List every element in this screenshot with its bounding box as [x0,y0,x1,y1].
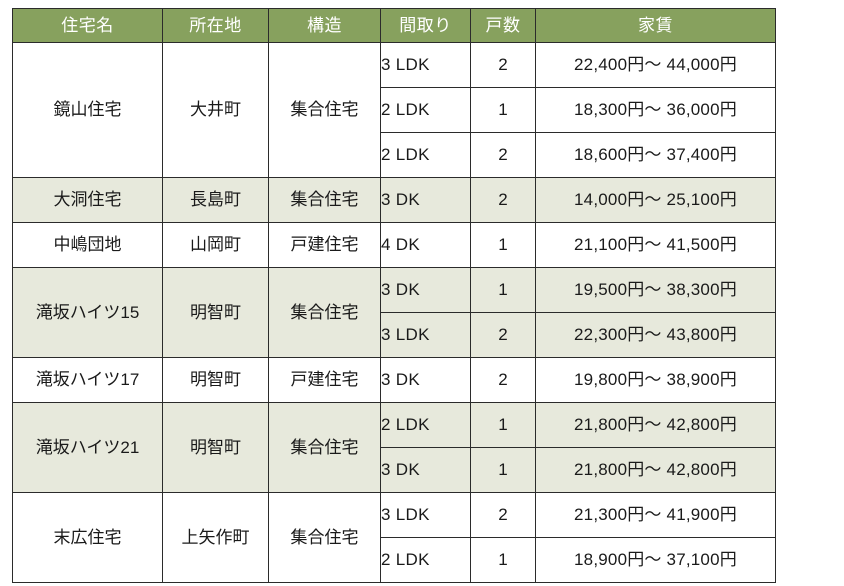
cell-unit-count: 1 [470,447,536,493]
cell-housing-location: 明智町 [162,402,269,493]
cell-housing-structure: 戸建住宅 [268,222,381,268]
table-row: 滝坂ハイツ15 明智町 集合住宅 3 DK 1 19,500円～ 38,300円 [12,267,776,358]
table-row: 3 DK 1 21,800円～ 42,800円 [13,447,776,493]
cell-unit-count: 1 [470,222,536,268]
cell-housing-name: 滝坂ハイツ15 [12,267,163,358]
column-header-layout: 間取り [380,8,471,43]
cell-unit-count: 1 [470,402,536,448]
cell-rent-range: 22,300円～ 43,800円 [535,312,776,358]
cell-housing-name: 末広住宅 [12,492,163,583]
cell-housing-structure: 戸建住宅 [268,357,381,403]
cell-floor-plan: 3 DK [380,177,471,223]
cell-unit-count: 1 [470,537,536,583]
cell-rent-range: 22,400円～ 44,000円 [535,42,776,88]
housing-table-container: 住宅名 所在地 構造 間取り 戸数 家賃 鏡山住宅 大井町 集合住宅 3 LDK 2 22… [12,8,776,583]
cell-rent-range: 18,300円～ 36,000円 [535,87,776,133]
cell-unit-count: 2 [470,177,536,223]
table-header: 住宅名 所在地 構造 間取り 戸数 家賃 [12,8,776,43]
cell-unit-count: 2 [470,492,536,538]
cell-unit-count: 2 [470,312,536,358]
column-header-name: 住宅名 [12,8,163,43]
cell-floor-plan: 2 LDK [380,87,471,133]
cell-floor-plan: 2 LDK [380,132,471,178]
table-row: 2 LDK 1 18,900円～ 37,100円 [13,537,776,583]
cell-housing-structure: 集合住宅 [268,42,381,178]
cell-housing-location: 長島町 [162,177,269,223]
cell-housing-location: 明智町 [162,357,269,403]
column-header-struct: 構造 [268,8,381,43]
cell-floor-plan: 3 DK [380,267,471,313]
cell-rent-range: 21,100円～ 41,500円 [535,222,776,268]
cell-housing-name: 大洞住宅 [12,177,163,223]
cell-unit-count: 1 [470,267,536,313]
cell-housing-name: 中嶋団地 [12,222,163,268]
table-body: 鏡山住宅 大井町 集合住宅 3 LDK 2 22,400円～ 44,000円 2 LDK 1 1… [12,42,776,583]
cell-floor-plan: 3 LDK [380,42,471,88]
table-row: 中嶋団地 山岡町 戸建住宅 4 DK 1 21,100円～ 41,500円 [12,222,776,268]
table-row: 3 LDK 2 22,300円～ 43,800円 [13,312,776,358]
cell-floor-plan: 4 DK [380,222,471,268]
cell-housing-location: 大井町 [162,42,269,178]
cell-floor-plan: 3 DK [380,447,471,493]
cell-housing-location: 山岡町 [162,222,269,268]
cell-rent-range: 21,800円～ 42,800円 [535,402,776,448]
cell-floor-plan: 3 LDK [380,492,471,538]
housing-listing-table: 住宅名 所在地 構造 間取り 戸数 家賃 鏡山住宅 大井町 集合住宅 3 LDK 2 22… [12,8,776,583]
cell-unit-count: 2 [470,132,536,178]
cell-housing-name: 鏡山住宅 [12,42,163,178]
cell-housing-location: 明智町 [162,267,269,358]
table-row: 2 LDK 2 18,600円～ 37,400円 [13,132,776,178]
cell-rent-range: 21,800円～ 42,800円 [535,447,776,493]
table-row: 鏡山住宅 大井町 集合住宅 3 LDK 2 22,400円～ 44,000円 [12,42,776,178]
cell-housing-structure: 集合住宅 [268,177,381,223]
cell-rent-range: 18,600円～ 37,400円 [535,132,776,178]
cell-unit-count: 2 [470,42,536,88]
table-row: 末広住宅 上矢作町 集合住宅 3 LDK 2 21,300円～ 41,900円 [12,492,776,583]
cell-floor-plan: 2 LDK [380,402,471,448]
table-row: 滝坂ハイツ21 明智町 集合住宅 2 LDK 1 21,800円～ 42,800円 [12,402,776,493]
cell-housing-name: 滝坂ハイツ17 [12,357,163,403]
cell-unit-count: 2 [470,357,536,403]
cell-housing-structure: 集合住宅 [268,492,381,583]
cell-rent-range: 21,300円～ 41,900円 [535,492,776,538]
table-row: 滝坂ハイツ17 明智町 戸建住宅 3 DK 2 19,800円～ 38,900円 [12,357,776,403]
header-row: 住宅名 所在地 構造 間取り 戸数 家賃 [12,8,776,43]
cell-housing-location: 上矢作町 [162,492,269,583]
cell-housing-structure: 集合住宅 [268,402,381,493]
cell-rent-range: 19,800円～ 38,900円 [535,357,776,403]
cell-housing-name: 滝坂ハイツ21 [12,402,163,493]
cell-floor-plan: 3 DK [380,357,471,403]
cell-floor-plan: 2 LDK [380,537,471,583]
cell-housing-structure: 集合住宅 [268,267,381,358]
column-header-rent: 家賃 [535,8,776,43]
cell-unit-count: 1 [470,87,536,133]
cell-rent-range: 14,000円～ 25,100円 [535,177,776,223]
cell-rent-range: 19,500円～ 38,300円 [535,267,776,313]
table-row: 2 LDK 1 18,300円～ 36,000円 [13,87,776,133]
cell-floor-plan: 3 LDK [380,312,471,358]
column-header-location: 所在地 [162,8,269,43]
column-header-units: 戸数 [470,8,536,43]
table-row: 大洞住宅 長島町 集合住宅 3 DK 2 14,000円～ 25,100円 [12,177,776,223]
cell-rent-range: 18,900円～ 37,100円 [535,537,776,583]
